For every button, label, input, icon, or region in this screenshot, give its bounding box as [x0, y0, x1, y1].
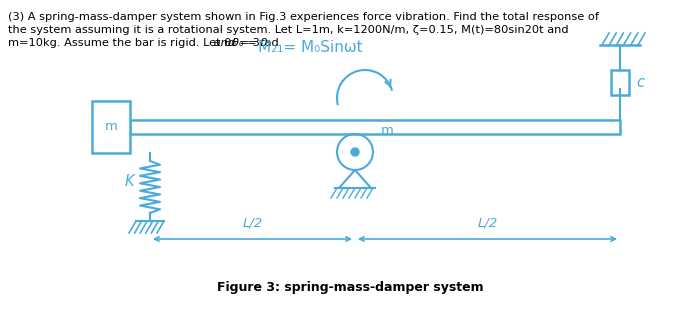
Text: Figure 3: spring-mass-damper system: Figure 3: spring-mass-damper system [217, 281, 483, 294]
Text: L/2: L/2 [242, 216, 262, 229]
Text: m=10kg. Assume the bar is rigid. Let θ₀ = 3rad: m=10kg. Assume the bar is rigid. Let θ₀ … [8, 38, 279, 48]
Bar [92, 101, 130, 153]
Text: m: m [381, 124, 394, 138]
Circle shape [351, 148, 359, 156]
Text: c: c [636, 75, 644, 90]
Text: K: K [125, 174, 134, 189]
Bar [130, 120, 620, 134]
Text: the system assuming it is a rotational system. Let L=1m, k=1200N/m, ζ=0.15, M(t): the system assuming it is a rotational s… [8, 25, 568, 35]
Text: (3) A spring-mass-damper system shown in Fig.3 experiences force vibration. Find: (3) A spring-mass-damper system shown in… [8, 12, 599, 22]
Bar [611, 70, 629, 95]
Text: and: and [210, 38, 239, 48]
Text: θ̇₀ = 0: θ̇₀ = 0 [232, 38, 267, 48]
Text: m: m [104, 120, 118, 134]
Text: L/2: L/2 [477, 216, 498, 229]
Text: M₂₁= M₀Sinωt: M₂₁= M₀Sinωt [258, 41, 363, 56]
